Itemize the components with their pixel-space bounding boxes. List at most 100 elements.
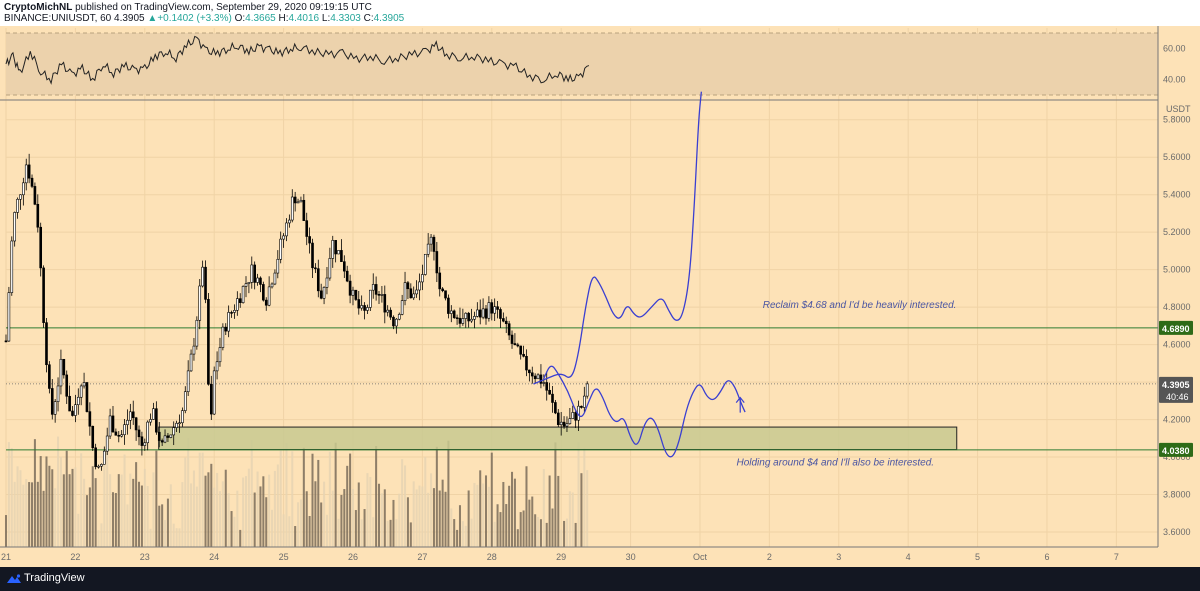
- candle-body[interactable]: [539, 374, 543, 384]
- candle-body[interactable]: [33, 186, 37, 205]
- candle-body[interactable]: [221, 326, 225, 348]
- candle-body[interactable]: [50, 388, 54, 415]
- candle-body[interactable]: [522, 353, 525, 357]
- candle-body[interactable]: [536, 374, 540, 380]
- candle-body[interactable]: [186, 370, 190, 393]
- candle-body[interactable]: [215, 361, 219, 372]
- candle-body[interactable]: [103, 450, 106, 465]
- candle-body[interactable]: [230, 312, 233, 314]
- candle-body[interactable]: [273, 272, 277, 285]
- candle-body[interactable]: [76, 396, 80, 405]
- candle-body[interactable]: [493, 306, 496, 314]
- candle-body[interactable]: [464, 312, 468, 319]
- candle-body[interactable]: [285, 222, 288, 237]
- candle-body[interactable]: [241, 286, 245, 303]
- candle-body[interactable]: [236, 298, 239, 311]
- candle-body[interactable]: [94, 447, 97, 468]
- candle-body[interactable]: [528, 369, 531, 374]
- candle-body[interactable]: [568, 418, 572, 425]
- candle-body[interactable]: [530, 372, 534, 377]
- candle-body[interactable]: [545, 382, 549, 391]
- candle-body[interactable]: [105, 435, 109, 452]
- candle-body[interactable]: [519, 345, 523, 355]
- candle-body[interactable]: [270, 283, 274, 288]
- candle-body[interactable]: [386, 309, 389, 313]
- candle-body[interactable]: [432, 236, 436, 252]
- candle-body[interactable]: [209, 383, 213, 415]
- candle-body[interactable]: [59, 358, 63, 387]
- candle-body[interactable]: [183, 391, 187, 411]
- candle-body[interactable]: [108, 415, 112, 437]
- candle-body[interactable]: [421, 274, 424, 283]
- candle-body[interactable]: [276, 258, 280, 274]
- candle-body[interactable]: [435, 251, 439, 274]
- candle-body[interactable]: [160, 440, 164, 443]
- candle-body[interactable]: [42, 267, 45, 323]
- candle-body[interactable]: [444, 290, 447, 299]
- candle-body[interactable]: [129, 411, 132, 421]
- candle-body[interactable]: [299, 199, 303, 203]
- candle-body[interactable]: [259, 277, 262, 285]
- candle-body[interactable]: [467, 312, 470, 322]
- candle-body[interactable]: [181, 410, 184, 424]
- candle-body[interactable]: [218, 347, 222, 363]
- candle-body[interactable]: [27, 164, 31, 179]
- candle-body[interactable]: [227, 312, 230, 332]
- candle-body[interactable]: [565, 423, 569, 427]
- candle-body[interactable]: [412, 293, 416, 299]
- candle-body[interactable]: [175, 422, 178, 428]
- candle-body[interactable]: [357, 299, 361, 309]
- candle-body[interactable]: [195, 319, 199, 347]
- candle-body[interactable]: [82, 382, 86, 387]
- candle-body[interactable]: [554, 402, 557, 414]
- candle-body[interactable]: [418, 281, 421, 291]
- candle-body[interactable]: [134, 417, 138, 431]
- candle-body[interactable]: [117, 434, 121, 437]
- candle-body[interactable]: [311, 242, 314, 269]
- candle-body[interactable]: [583, 395, 586, 408]
- candle-body[interactable]: [389, 309, 392, 318]
- candle-body[interactable]: [328, 258, 332, 279]
- candle-body[interactable]: [13, 212, 16, 242]
- candle-body[interactable]: [68, 395, 71, 412]
- candle-body[interactable]: [447, 297, 450, 314]
- candle-body[interactable]: [24, 164, 28, 184]
- candle-body[interactable]: [392, 316, 395, 327]
- candle-body[interactable]: [4, 340, 8, 343]
- candle-body[interactable]: [114, 431, 118, 436]
- candle-body[interactable]: [308, 236, 311, 244]
- candle-body[interactable]: [487, 302, 491, 319]
- candle-body[interactable]: [455, 317, 459, 319]
- candle-body[interactable]: [516, 344, 520, 347]
- candle-body[interactable]: [137, 429, 141, 438]
- candle-body[interactable]: [207, 299, 210, 385]
- candle-body[interactable]: [351, 289, 355, 296]
- candle-body[interactable]: [198, 285, 202, 321]
- candle-body[interactable]: [262, 284, 265, 301]
- candle-body[interactable]: [140, 436, 144, 446]
- candle-body[interactable]: [496, 306, 499, 310]
- candle-body[interactable]: [79, 385, 83, 398]
- candle-body[interactable]: [406, 282, 410, 290]
- candle-body[interactable]: [585, 383, 589, 397]
- candle-body[interactable]: [152, 408, 155, 420]
- candle-body[interactable]: [458, 317, 462, 324]
- candle-body[interactable]: [548, 389, 551, 395]
- candle-body[interactable]: [97, 465, 100, 468]
- candle-body[interactable]: [62, 358, 66, 376]
- candle-body[interactable]: [395, 318, 398, 327]
- candle-body[interactable]: [253, 264, 256, 283]
- candle-body[interactable]: [452, 310, 456, 318]
- candle-body[interactable]: [580, 405, 583, 408]
- candle-body[interactable]: [244, 283, 248, 287]
- candle-body[interactable]: [111, 415, 115, 433]
- rsi-panel[interactable]: [0, 32, 1200, 101]
- candle-body[interactable]: [374, 284, 378, 295]
- candle-body[interactable]: [314, 267, 317, 270]
- candle-body[interactable]: [502, 318, 505, 322]
- candle-body[interactable]: [461, 318, 465, 324]
- candle-body[interactable]: [366, 307, 369, 311]
- candle-body[interactable]: [169, 434, 173, 438]
- candle-body[interactable]: [7, 292, 11, 342]
- candle-body[interactable]: [513, 343, 517, 346]
